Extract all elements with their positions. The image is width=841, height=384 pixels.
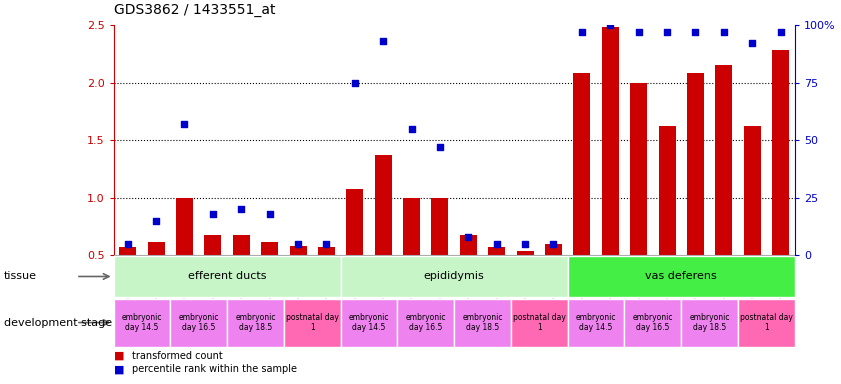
Bar: [114, 256, 341, 297]
Bar: [738, 299, 795, 346]
Point: [348, 79, 362, 86]
Bar: [624, 299, 681, 346]
Bar: [374, 155, 392, 255]
Text: embryonic
day 16.5: embryonic day 16.5: [178, 313, 219, 332]
Point: [774, 29, 787, 35]
Text: postnatal day
1: postnatal day 1: [286, 313, 339, 332]
Point: [235, 206, 248, 212]
Bar: [715, 65, 733, 255]
Point: [518, 241, 532, 247]
Point: [150, 218, 163, 224]
Bar: [568, 256, 795, 297]
Bar: [114, 299, 170, 346]
Bar: [510, 299, 568, 346]
Point: [121, 241, 135, 247]
Text: transformed count: transformed count: [132, 351, 223, 361]
Bar: [289, 246, 306, 255]
Text: embryonic
day 16.5: embryonic day 16.5: [632, 313, 673, 332]
Bar: [176, 198, 193, 255]
Text: embryonic
day 14.5: embryonic day 14.5: [576, 313, 616, 332]
Bar: [341, 299, 397, 346]
Text: embryonic
day 18.5: embryonic day 18.5: [463, 313, 503, 332]
Point: [660, 29, 674, 35]
Text: postnatal day
1: postnatal day 1: [740, 313, 793, 332]
Point: [377, 38, 390, 44]
Bar: [574, 73, 590, 255]
Point: [177, 121, 191, 127]
Point: [433, 144, 447, 150]
Bar: [341, 256, 568, 297]
Point: [405, 126, 418, 132]
Text: ■: ■: [114, 351, 124, 361]
Text: embryonic
day 14.5: embryonic day 14.5: [349, 313, 389, 332]
Bar: [431, 198, 448, 255]
Bar: [601, 27, 619, 255]
Point: [206, 211, 220, 217]
Text: tissue: tissue: [4, 271, 37, 281]
Bar: [460, 235, 477, 255]
Bar: [681, 299, 738, 346]
Text: development stage: development stage: [4, 318, 113, 328]
Text: GDS3862 / 1433551_at: GDS3862 / 1433551_at: [114, 3, 275, 17]
Text: embryonic
day 14.5: embryonic day 14.5: [122, 313, 162, 332]
Text: embryonic
day 18.5: embryonic day 18.5: [235, 313, 276, 332]
Text: ■: ■: [114, 364, 124, 374]
Point: [320, 241, 333, 247]
Text: postnatal day
1: postnatal day 1: [513, 313, 566, 332]
Point: [575, 29, 589, 35]
Bar: [346, 189, 363, 255]
Bar: [318, 247, 335, 255]
Point: [717, 29, 731, 35]
Bar: [119, 247, 136, 255]
Bar: [516, 251, 533, 255]
Point: [291, 241, 304, 247]
Bar: [687, 73, 704, 255]
Bar: [204, 235, 221, 255]
Text: epididymis: epididymis: [424, 271, 484, 281]
Bar: [630, 83, 648, 255]
Bar: [397, 299, 454, 346]
Bar: [568, 299, 624, 346]
Bar: [403, 198, 420, 255]
Point: [632, 29, 645, 35]
Bar: [743, 126, 760, 255]
Point: [745, 40, 759, 46]
Point: [490, 241, 504, 247]
Bar: [283, 299, 341, 346]
Bar: [772, 50, 789, 255]
Point: [263, 211, 277, 217]
Bar: [233, 235, 250, 255]
Point: [604, 22, 617, 28]
Bar: [227, 299, 283, 346]
Bar: [261, 242, 278, 255]
Text: efferent ducts: efferent ducts: [188, 271, 267, 281]
Bar: [659, 126, 675, 255]
Text: embryonic
day 16.5: embryonic day 16.5: [405, 313, 446, 332]
Point: [547, 241, 560, 247]
Point: [689, 29, 702, 35]
Bar: [148, 242, 165, 255]
Text: percentile rank within the sample: percentile rank within the sample: [132, 364, 297, 374]
Text: embryonic
day 18.5: embryonic day 18.5: [690, 313, 730, 332]
Point: [462, 234, 475, 240]
Bar: [488, 247, 505, 255]
Bar: [545, 244, 562, 255]
Text: vas deferens: vas deferens: [645, 271, 717, 281]
Bar: [170, 299, 227, 346]
Bar: [454, 299, 510, 346]
